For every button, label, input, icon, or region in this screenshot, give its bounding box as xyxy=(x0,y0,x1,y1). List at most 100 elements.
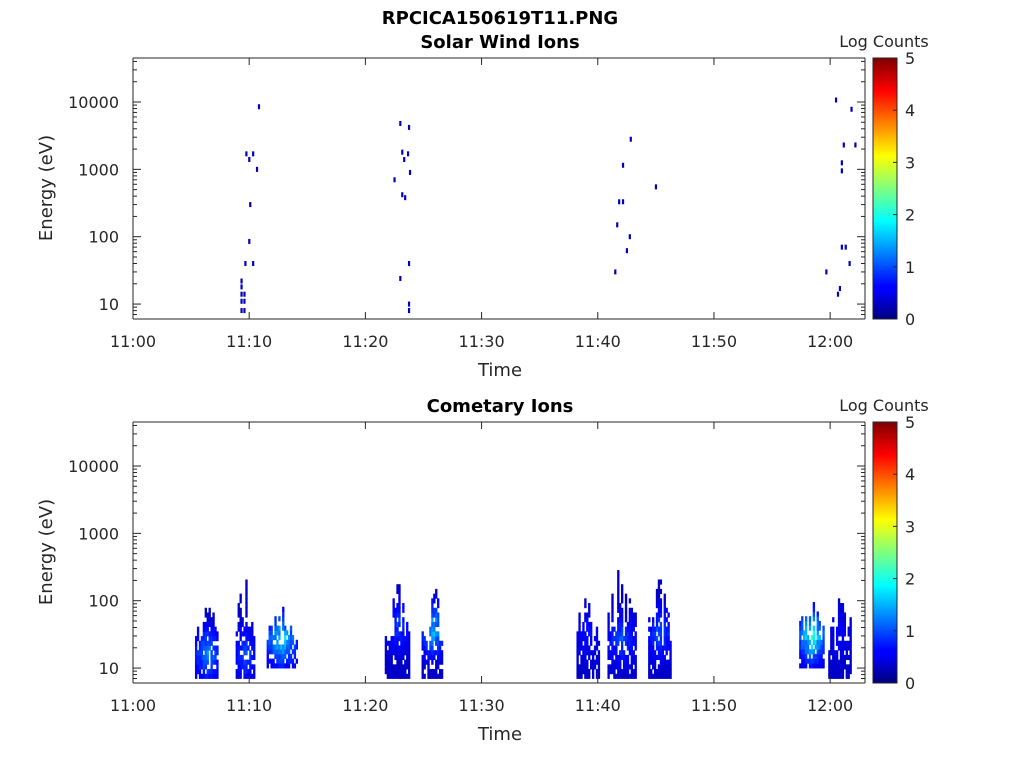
data-cell xyxy=(663,621,666,628)
data-cell xyxy=(832,631,835,637)
data-cell xyxy=(268,644,271,650)
y-tick-label: 1000 xyxy=(78,160,119,179)
data-cell xyxy=(837,664,841,670)
data-cell xyxy=(828,650,831,656)
data-cell xyxy=(243,298,246,304)
data-cell xyxy=(624,612,628,618)
data-cell xyxy=(208,612,211,618)
data-cell xyxy=(206,645,209,651)
data-cell xyxy=(839,673,843,679)
data-cell xyxy=(799,639,802,645)
data-cell xyxy=(588,603,591,609)
data-cell xyxy=(431,621,434,628)
data-cell xyxy=(407,664,411,670)
data-cell xyxy=(663,645,666,651)
data-cell xyxy=(669,654,672,661)
data-cell xyxy=(425,659,428,665)
data-cell xyxy=(622,669,626,675)
data-cell xyxy=(239,593,242,599)
data-cell xyxy=(584,617,587,623)
data-cell xyxy=(816,630,819,636)
data-cell xyxy=(399,275,402,281)
data-cell xyxy=(280,653,283,660)
data-cell xyxy=(399,120,402,126)
data-cell xyxy=(588,621,591,628)
data-cell xyxy=(613,650,616,656)
data-cell xyxy=(402,640,405,646)
data-cell xyxy=(245,626,248,632)
data-cell xyxy=(820,639,823,645)
data-cell xyxy=(237,669,240,675)
data-cell xyxy=(240,278,243,284)
data-cell xyxy=(249,631,252,637)
data-cell xyxy=(626,631,630,637)
data-cell xyxy=(291,663,295,669)
data-cell xyxy=(578,612,581,618)
data-cell xyxy=(799,663,802,669)
data-cell xyxy=(396,669,399,675)
data-cell xyxy=(398,612,401,618)
data-cell xyxy=(650,654,653,661)
data-cell xyxy=(803,639,806,645)
data-cell xyxy=(808,625,812,631)
data-cell xyxy=(588,626,591,632)
data-cell xyxy=(427,673,430,679)
data-cell xyxy=(400,664,403,670)
data-cell xyxy=(576,650,579,656)
data-cell xyxy=(282,616,285,622)
data-cell xyxy=(202,664,206,670)
data-cell xyxy=(595,631,599,637)
data-cell xyxy=(388,654,391,661)
data-cell xyxy=(386,654,390,661)
data-cell xyxy=(429,669,432,675)
data-cell xyxy=(440,669,444,675)
data-cell xyxy=(663,607,666,613)
data-cell xyxy=(841,607,845,613)
data-cell xyxy=(663,626,666,632)
data-cell xyxy=(214,654,217,661)
data-cell xyxy=(384,636,388,642)
data-cell xyxy=(282,625,285,631)
data-cell xyxy=(655,603,659,609)
data-cell xyxy=(844,244,847,250)
data-cell xyxy=(386,673,390,679)
data-cell xyxy=(214,673,217,679)
data-cell xyxy=(834,97,838,103)
data-cell xyxy=(396,612,399,618)
data-cell xyxy=(653,626,657,632)
data-cell xyxy=(801,644,804,650)
data-cell xyxy=(843,645,847,651)
data-cell xyxy=(202,659,206,665)
data-cell xyxy=(427,654,430,661)
data-cell xyxy=(243,659,246,665)
data-cell xyxy=(595,659,599,665)
data-cell xyxy=(396,654,399,661)
data-cell xyxy=(848,261,851,267)
data-cell xyxy=(810,658,814,664)
data-cell xyxy=(249,654,252,661)
data-cell xyxy=(390,645,393,651)
data-cell xyxy=(398,603,401,609)
data-cell xyxy=(648,664,651,670)
data-cell xyxy=(282,649,285,655)
data-cell xyxy=(816,644,819,650)
data-cell xyxy=(407,654,411,661)
data-cell xyxy=(407,659,411,665)
data-cell xyxy=(578,621,581,628)
data-cell xyxy=(421,654,424,661)
data-cell xyxy=(247,645,250,651)
data-cell xyxy=(655,669,659,675)
data-cell xyxy=(402,664,405,670)
data-cell xyxy=(438,640,442,646)
data-cell xyxy=(816,653,819,660)
colorbar-tick-label: 0 xyxy=(905,674,915,693)
data-cell xyxy=(655,617,659,623)
data-cell xyxy=(613,673,616,679)
data-cell xyxy=(578,636,581,642)
data-cell xyxy=(835,626,839,632)
data-cell xyxy=(832,617,835,623)
data-cell xyxy=(582,654,585,661)
data-cell xyxy=(663,640,666,646)
data-cell xyxy=(437,636,440,642)
data-cell xyxy=(235,650,238,656)
